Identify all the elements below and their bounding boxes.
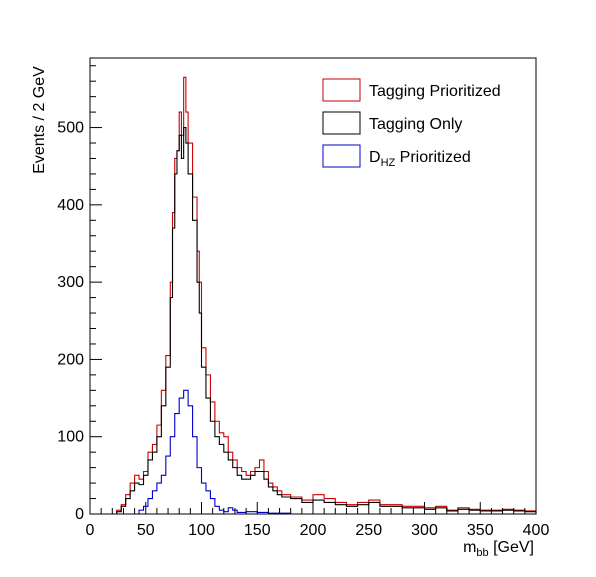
legend-label-0: Tagging Prioritized	[369, 83, 501, 100]
x-tick-label: 50	[137, 522, 155, 539]
x-tick-label: 250	[355, 522, 382, 539]
y-tick-label: 100	[57, 429, 84, 446]
y-tick-label: 500	[57, 120, 84, 137]
series-line-1	[112, 127, 537, 515]
y-tick-label: 400	[57, 197, 84, 214]
y-tick-label: 300	[57, 274, 84, 291]
legend-swatch-1	[322, 111, 361, 135]
x-tick-label: 0	[86, 522, 95, 539]
legend-label-2: DHZ Prioritized	[369, 149, 471, 169]
y-axis-title: Events / 2 GeV	[31, 66, 48, 174]
series-line-0	[112, 76, 537, 515]
legend-swatch-0	[322, 78, 361, 102]
legend-label-1: Tagging Only	[369, 116, 462, 133]
y-tick-label: 0	[75, 506, 84, 523]
series-line-2	[134, 389, 292, 515]
x-tick-label: 150	[244, 522, 271, 539]
x-axis-title: mbb [GeV]	[463, 539, 534, 559]
x-tick-label: 300	[411, 522, 438, 539]
x-tick-label: 350	[467, 522, 494, 539]
x-tick-label: 400	[523, 522, 550, 539]
x-tick-label: 100	[188, 522, 215, 539]
x-tick-label: 200	[300, 522, 327, 539]
legend: Tagging Prioritized Tagging Only DHZ Prior…	[322, 78, 501, 169]
y-tick-label: 200	[57, 351, 84, 368]
legend-swatch-2	[322, 144, 361, 168]
